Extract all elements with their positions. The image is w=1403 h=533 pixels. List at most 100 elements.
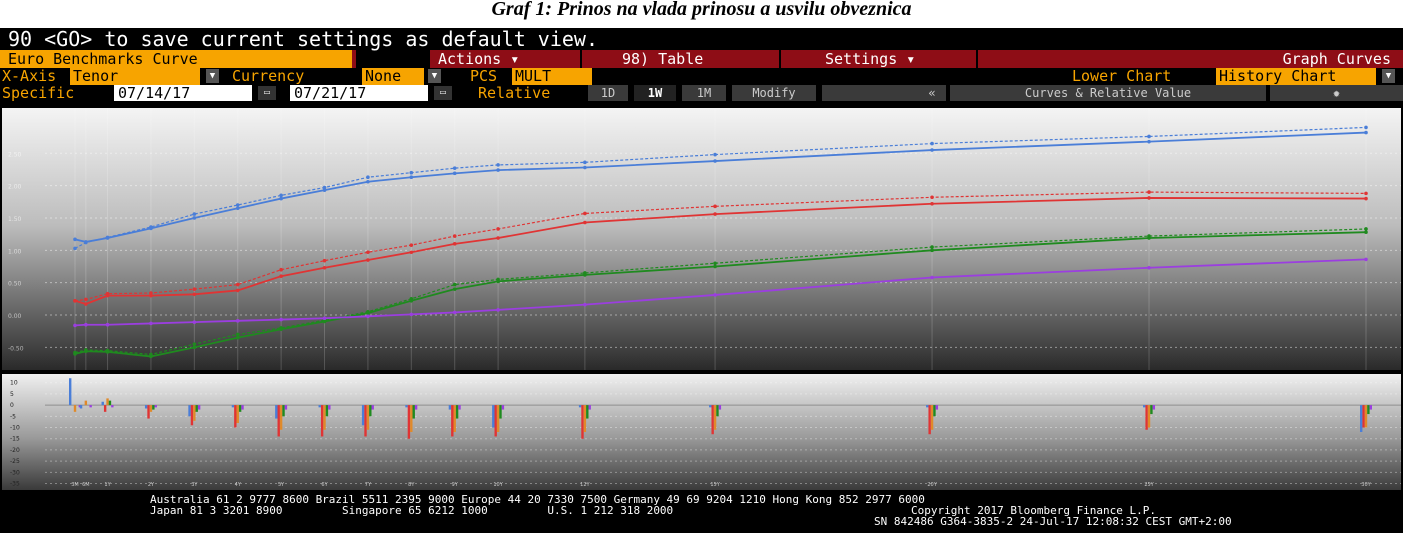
- data-point: [452, 234, 457, 238]
- bar-purple: [588, 405, 591, 410]
- calendar-icon[interactable]: ▭: [258, 86, 276, 100]
- bar-orange: [1147, 405, 1151, 428]
- bar-red: [407, 405, 411, 439]
- bar-purple: [458, 405, 461, 410]
- menu-bar: Euro Benchmarks Curve Actions ▾ 98) Tabl…: [0, 50, 1403, 68]
- bar-purple: [718, 405, 722, 410]
- curve-chart[interactable]: 2.50 2.00 1.50 1.00 0.50 0.00 -0.50 10 5 0 -5 -10 -…: [0, 104, 1403, 490]
- footer-contacts: Australia 61 2 9777 8600 Brazil 5511 239…: [0, 492, 1403, 533]
- data-point: [713, 159, 717, 163]
- data-point: [279, 196, 283, 201]
- data-point: [192, 342, 197, 346]
- collapse-button[interactable]: «: [918, 85, 946, 101]
- data-point: [452, 287, 457, 291]
- chevron-down-icon[interactable]: ▼: [206, 69, 219, 83]
- data-point: [279, 193, 283, 198]
- data-point: [366, 179, 370, 184]
- graph-curves-button[interactable]: Graph Curves: [978, 50, 1403, 68]
- calendar-icon[interactable]: ▭: [434, 86, 452, 100]
- date-to-input[interactable]: 07/21/17: [290, 85, 428, 101]
- currency-label: Currency: [232, 67, 305, 85]
- data-point: [192, 345, 197, 350]
- data-point: [84, 322, 88, 327]
- data-point: [930, 195, 934, 200]
- table-button[interactable]: 98) Table: [582, 50, 779, 68]
- modify-button[interactable]: Modify: [732, 85, 816, 101]
- bar-green: [152, 405, 155, 410]
- data-point: [322, 265, 327, 270]
- bar-blue: [318, 405, 321, 408]
- y-tick-label: 2.50: [8, 151, 22, 158]
- settings-menu[interactable]: Settings ▾: [781, 50, 976, 68]
- currency-select[interactable]: None: [362, 68, 424, 85]
- bar-green: [282, 405, 285, 417]
- bar-red: [277, 405, 280, 437]
- x-tick-label: 15Y: [710, 482, 720, 488]
- pcs-label: PCS: [470, 67, 498, 85]
- data-point: [366, 311, 370, 315]
- bar-orange: [84, 400, 88, 406]
- data-point: [366, 258, 370, 262]
- bar-blue: [231, 405, 235, 408]
- bar-red: [320, 405, 324, 437]
- y-tick-label: -30: [10, 469, 20, 476]
- bar-red: [494, 405, 497, 437]
- data-point: [496, 168, 500, 172]
- bar-orange: [713, 405, 717, 430]
- lower-chart-select[interactable]: History Chart: [1216, 68, 1376, 85]
- bar-blue: [144, 405, 148, 409]
- data-point: [496, 279, 500, 284]
- options-row: X-Axis Tenor ▼ Currency None ▼ PCS MULT …: [0, 68, 1403, 85]
- x-tick-label: 6M: [82, 482, 90, 488]
- period-1w-button[interactable]: 1W: [634, 85, 676, 101]
- period-1m-button[interactable]: 1M: [682, 85, 726, 101]
- bar-red: [1145, 405, 1148, 430]
- bar-green: [238, 405, 242, 412]
- bar-green: [586, 405, 589, 419]
- period-1d-button[interactable]: 1D: [588, 85, 628, 101]
- bar-blue: [188, 405, 191, 417]
- data-point: [366, 250, 370, 255]
- bar-blue: [361, 405, 365, 426]
- bar-orange: [323, 405, 326, 430]
- bar-orange: [410, 405, 413, 432]
- date-from-input[interactable]: 07/14/17: [114, 85, 252, 101]
- data-point: [1364, 130, 1368, 135]
- data-point: [105, 293, 110, 298]
- data-point: [235, 332, 240, 337]
- actions-menu[interactable]: Actions ▾: [430, 50, 580, 68]
- y-tick-label: 1.50: [8, 216, 22, 223]
- bar-orange: [193, 405, 196, 421]
- data-point: [235, 288, 240, 293]
- bar-blue: [448, 405, 452, 410]
- curve-title: Euro Benchmarks Curve: [0, 50, 352, 68]
- data-point: [930, 248, 934, 253]
- bar-blue: [275, 405, 278, 419]
- bar-green: [455, 405, 459, 419]
- bar-green: [325, 405, 329, 417]
- chevron-down-icon[interactable]: ▼: [428, 69, 441, 83]
- bar-orange: [496, 405, 500, 432]
- pcs-select[interactable]: MULT: [512, 68, 592, 85]
- bar-blue: [69, 378, 72, 406]
- bar-red: [1362, 405, 1365, 428]
- specific-label: Specific: [2, 84, 75, 102]
- xaxis-select[interactable]: Tenor: [70, 68, 200, 85]
- upper-plot-area: [2, 108, 1401, 370]
- curves-relative-value-button[interactable]: Curves & Relative Value: [950, 85, 1266, 101]
- data-point: [1364, 196, 1368, 201]
- data-point: [105, 350, 110, 354]
- data-point: [930, 245, 934, 249]
- chevron-down-icon[interactable]: ▼: [1382, 69, 1395, 83]
- bar-purple: [111, 405, 114, 408]
- x-tick-label: 8Y: [408, 482, 415, 488]
- gear-icon[interactable]: ✹: [1270, 85, 1403, 101]
- lower-plot-area: [2, 374, 1401, 490]
- x-tick-label: 9Y: [452, 482, 459, 488]
- data-point: [713, 261, 717, 266]
- x-tick-label: 10Y: [493, 482, 503, 488]
- x-tick-label: 12Y: [580, 482, 590, 488]
- bar-purple: [501, 405, 505, 410]
- footer-line-2: Japan 81 3 3201 8900 Singapore 65 6212 1…: [150, 504, 674, 517]
- data-point: [73, 237, 77, 242]
